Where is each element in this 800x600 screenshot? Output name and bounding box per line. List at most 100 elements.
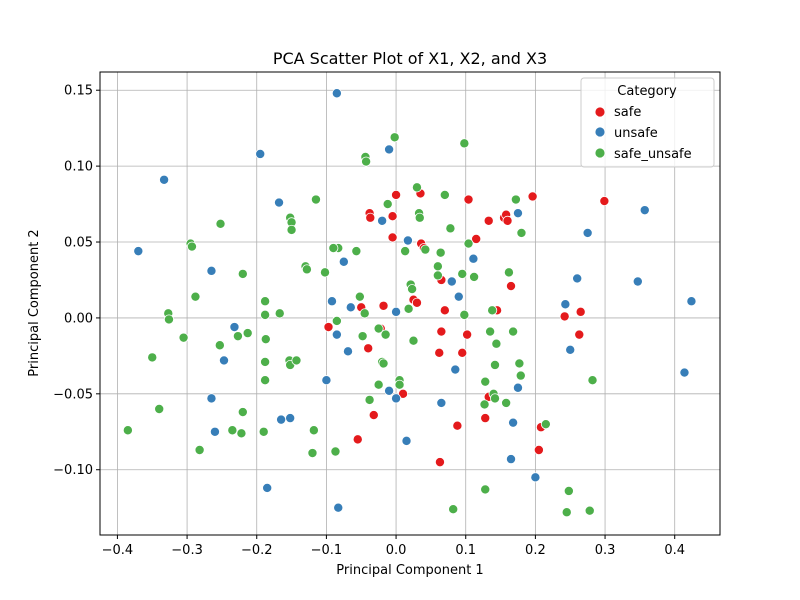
x-tick-label: 0.2 [525, 543, 546, 558]
point-safe-unsafe [489, 359, 500, 370]
point-unsafe [262, 482, 273, 493]
point-unsafe [159, 174, 170, 185]
chart-title: PCA Scatter Plot of X1, X2, and X3 [273, 49, 547, 68]
point-safe-unsafe [380, 329, 391, 340]
point-safe-unsafe [373, 323, 384, 334]
point-safe-unsafe [260, 375, 271, 386]
point-safe [480, 413, 491, 424]
point-safe-unsafe [480, 376, 491, 387]
point-safe-unsafe [435, 247, 446, 258]
point-unsafe [229, 322, 240, 333]
point-safe-unsafe [237, 407, 248, 418]
point-safe-unsafe [389, 132, 400, 143]
point-unsafe [512, 208, 523, 219]
point-unsafe [274, 197, 285, 208]
point-unsafe [377, 215, 388, 226]
legend-marker-safe-unsafe [594, 147, 606, 159]
y-tick-label: 0.10 [64, 160, 93, 175]
point-safe [365, 212, 376, 223]
point-safe-unsafe [378, 358, 389, 369]
point-unsafe [446, 276, 457, 287]
point-unsafe [391, 306, 402, 317]
point-safe-unsafe [439, 189, 450, 200]
point-safe [463, 194, 474, 205]
legend-marker-safe [594, 106, 606, 118]
legend-label-safe: safe [614, 105, 641, 120]
point-safe [391, 189, 402, 200]
point-safe-unsafe [403, 303, 414, 314]
point-safe-unsafe [310, 194, 321, 205]
scatter-points [122, 88, 697, 518]
point-unsafe [333, 502, 344, 513]
point-safe-unsafe [286, 224, 297, 235]
point-safe [574, 329, 585, 340]
point-safe-unsafe [359, 308, 370, 319]
point-unsafe [639, 205, 650, 216]
point-safe [599, 196, 610, 207]
point-safe-unsafe [491, 338, 502, 349]
point-safe [323, 322, 334, 333]
point-unsafe [342, 346, 353, 357]
point-safe [502, 215, 513, 226]
point-safe-unsafe [420, 244, 431, 255]
point-safe-unsafe [320, 267, 331, 278]
point-safe [434, 347, 445, 358]
point-unsafe [345, 302, 356, 313]
x-axis-ticks: −0.4 −0.3 −0.2 −0.1 0.0 0.1 0.2 0.3 0.4 [102, 535, 685, 558]
point-safe-unsafe [479, 399, 490, 410]
point-safe-unsafe [330, 446, 341, 457]
point-safe-unsafe [414, 212, 425, 223]
point-safe-unsafe [448, 504, 459, 515]
x-tick-label: −0.2 [241, 543, 273, 558]
point-safe [436, 326, 447, 337]
point-safe-unsafe [258, 426, 269, 437]
point-safe-unsafe [147, 352, 158, 363]
x-tick-label: −0.1 [311, 543, 343, 558]
point-safe [411, 297, 422, 308]
point-unsafe [450, 364, 461, 375]
point-unsafe [453, 291, 464, 302]
point-safe-unsafe [260, 356, 271, 367]
point-safe-unsafe [400, 246, 411, 257]
point-safe-unsafe [274, 308, 285, 319]
point-safe-unsafe [364, 394, 375, 405]
point-unsafe [401, 435, 412, 446]
point-safe-unsafe [260, 309, 271, 320]
point-safe-unsafe [232, 331, 243, 342]
point-safe-unsafe [361, 156, 372, 167]
legend-marker-unsafe [594, 126, 606, 138]
point-safe-unsafe [236, 428, 247, 439]
point-unsafe [436, 397, 447, 408]
y-axis-ticks: −0.10 −0.05 0.00 0.05 0.10 0.15 [53, 84, 100, 478]
point-safe-unsafe [459, 138, 470, 149]
x-axis-label: Principal Component 1 [336, 563, 483, 578]
point-safe-unsafe [382, 199, 393, 210]
point-safe-unsafe [351, 246, 362, 257]
y-axis-label: Principal Component 2 [27, 229, 42, 376]
point-safe-unsafe [237, 268, 248, 279]
point-safe-unsafe [354, 291, 365, 302]
point-safe-unsafe [291, 355, 302, 366]
point-safe [462, 329, 473, 340]
legend-item-unsafe: unsafe [594, 126, 658, 141]
point-safe-unsafe [163, 314, 174, 325]
point-unsafe [218, 355, 229, 366]
point-safe [387, 232, 398, 243]
point-safe-unsafe [178, 332, 189, 343]
point-safe [352, 434, 363, 445]
point-safe [575, 306, 586, 317]
point-safe-unsafe [469, 271, 480, 282]
point-safe-unsafe [432, 270, 443, 281]
point-safe [483, 215, 494, 226]
point-safe-unsafe [432, 261, 443, 272]
x-tick-label: −0.4 [102, 543, 134, 558]
point-safe-unsafe [154, 404, 165, 415]
x-tick-label: −0.3 [171, 543, 203, 558]
point-safe [533, 444, 544, 455]
point-safe-unsafe [260, 334, 271, 345]
y-tick-label: 0.05 [64, 236, 93, 251]
legend-item-safe: safe [594, 105, 641, 120]
x-tick-label: 0.4 [664, 543, 685, 558]
legend-label-unsafe: unsafe [614, 126, 658, 141]
